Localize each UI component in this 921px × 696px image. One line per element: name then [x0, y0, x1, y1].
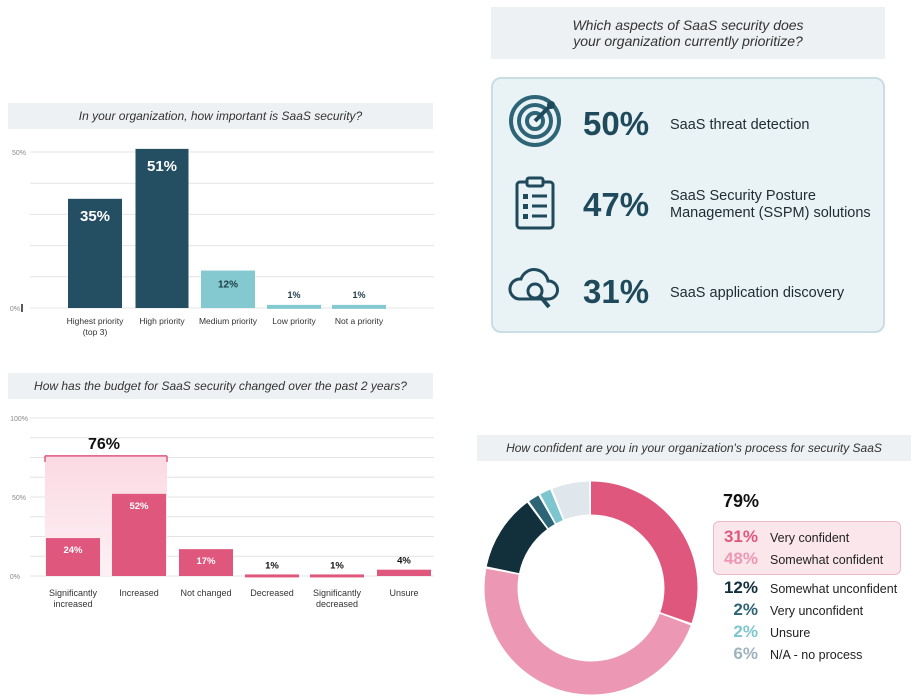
total-confident-value: 79%: [723, 491, 760, 511]
budget-chart-title: How has the budget for SaaS security cha…: [8, 373, 433, 399]
x-tick-label: High priority: [139, 316, 185, 326]
x-tick-label: Not changed: [180, 588, 231, 598]
bar-value-label: 4%: [397, 556, 411, 567]
aspects-title-line2: your organization currently prioritize?: [573, 33, 803, 49]
x-tick-label: Decreased: [250, 588, 294, 598]
legend-value: 6%: [733, 644, 758, 663]
bar: [332, 304, 386, 309]
y-tick-label: 0%: [10, 574, 20, 581]
bar: [46, 538, 100, 576]
importance-bar-chart: 50% 0% 35% 51% 12% 1% 1% Highest priority(top 3…: [10, 148, 434, 337]
legend-item: 2% Very unconfident: [710, 600, 863, 622]
aspect-label: SaaS Security Posture Management (SSPM) …: [670, 188, 871, 222]
x-tick-label: Increased: [119, 588, 159, 598]
bar: [201, 270, 255, 308]
confidence-chart-title: How confident are you in your organizati…: [477, 435, 911, 461]
aspects-title-line1: Which aspects of SaaS security does: [572, 17, 804, 33]
x-tick-label: Significantly: [313, 588, 362, 598]
aspect-label: SaaS application discovery: [670, 285, 845, 301]
aspect-row-app-discovery: 31% SaaS application discovery: [493, 261, 883, 321]
legend-item: 6% N/A - no process: [710, 644, 862, 666]
bar-value-label: 52%: [129, 501, 149, 512]
bar: [310, 574, 364, 578]
donut-slice: [484, 481, 698, 695]
legend-item: 31% Very confident: [710, 527, 849, 549]
x-tick-label: Medium priority: [199, 316, 258, 326]
bar: [377, 569, 431, 576]
x-tick-label: increased: [53, 599, 92, 609]
x-tick-label: Not a priority: [335, 316, 384, 326]
bar-value-label: 12%: [218, 280, 238, 291]
combined-value-label: 76%: [88, 436, 120, 453]
x-tick-label: (top 3): [83, 327, 108, 337]
legend-label: N/A - no process: [770, 648, 863, 662]
aspect-label-line1: SaaS Security Posture: [670, 188, 816, 204]
clipboard-checklist-icon: [515, 176, 555, 230]
bar-value-label: 1%: [287, 290, 300, 300]
budget-bar-chart: 100% 50% 0% 76% 24% 52% 17% 1% 1% 4% Significantly…: [10, 416, 434, 609]
bar-value-label: 1%: [352, 290, 365, 300]
y-tick-label: 100%: [10, 416, 28, 423]
legend-label: Somewhat confident: [770, 553, 884, 567]
legend-value: 12%: [723, 578, 758, 597]
legend-value: 31%: [723, 527, 758, 546]
bar: [68, 198, 122, 308]
y-tick-label: 0%: [10, 306, 20, 313]
cloud-search-icon: [508, 268, 559, 309]
bar: [179, 549, 233, 576]
bar-value-label: 51%: [147, 158, 177, 175]
aspect-row-sspm: 47% SaaS Security Posture Management (SS…: [493, 176, 883, 236]
bar-value-label: 35%: [80, 208, 110, 225]
legend-label: Somewhat unconfident: [770, 582, 898, 596]
legend-item: 48% Somewhat confident: [710, 549, 883, 571]
aspects-panel: 50% SaaS threat detection 47% SaaS Secur…: [491, 77, 885, 333]
x-tick-label: Significantly: [49, 588, 98, 598]
bar: [267, 304, 321, 309]
aspect-row-threat-detection: 50% SaaS threat detection: [493, 93, 883, 153]
y-tick-label: 50%: [12, 150, 26, 157]
bar: [112, 493, 166, 576]
aspect-value: 47%: [583, 186, 650, 223]
bar-value-label: 17%: [196, 556, 216, 567]
bar: [245, 574, 299, 578]
aspect-label-line2: Management (SSPM) solutions: [670, 205, 871, 221]
importance-chart-title: In your organization, how important is S…: [8, 103, 433, 129]
legend-value: 2%: [733, 600, 758, 619]
legend-item: 12% Somewhat unconfident: [710, 578, 897, 600]
x-tick-label: Unsure: [389, 588, 418, 598]
bar: [135, 148, 189, 308]
aspects-chart-title: Which aspects of SaaS security does your…: [491, 7, 885, 59]
legend-item: 2% Unsure: [710, 622, 810, 644]
legend-label: Very confident: [770, 531, 850, 545]
bar-value-label: 24%: [63, 545, 83, 556]
bar-value-label: 1%: [265, 560, 279, 571]
legend-label: Very unconfident: [770, 604, 864, 618]
confident-highlight-box: [713, 521, 901, 575]
confidence-donut-chart: [484, 481, 698, 695]
aspect-label: SaaS threat detection: [670, 117, 810, 133]
x-tick-label: Low priority: [272, 316, 316, 326]
legend-value: 48%: [723, 549, 758, 568]
aspect-value: 31%: [583, 273, 650, 310]
aspect-value: 50%: [583, 105, 650, 142]
legend-label: Unsure: [770, 626, 811, 640]
x-tick-label: decreased: [316, 599, 358, 609]
y-tick-label: 50%: [12, 495, 26, 502]
x-tick-label: Highest priority: [67, 316, 124, 326]
donut-slice: [484, 481, 698, 695]
threat-detection-icon: [509, 95, 561, 147]
legend-value: 2%: [733, 622, 758, 641]
bar-value-label: 1%: [330, 560, 344, 571]
